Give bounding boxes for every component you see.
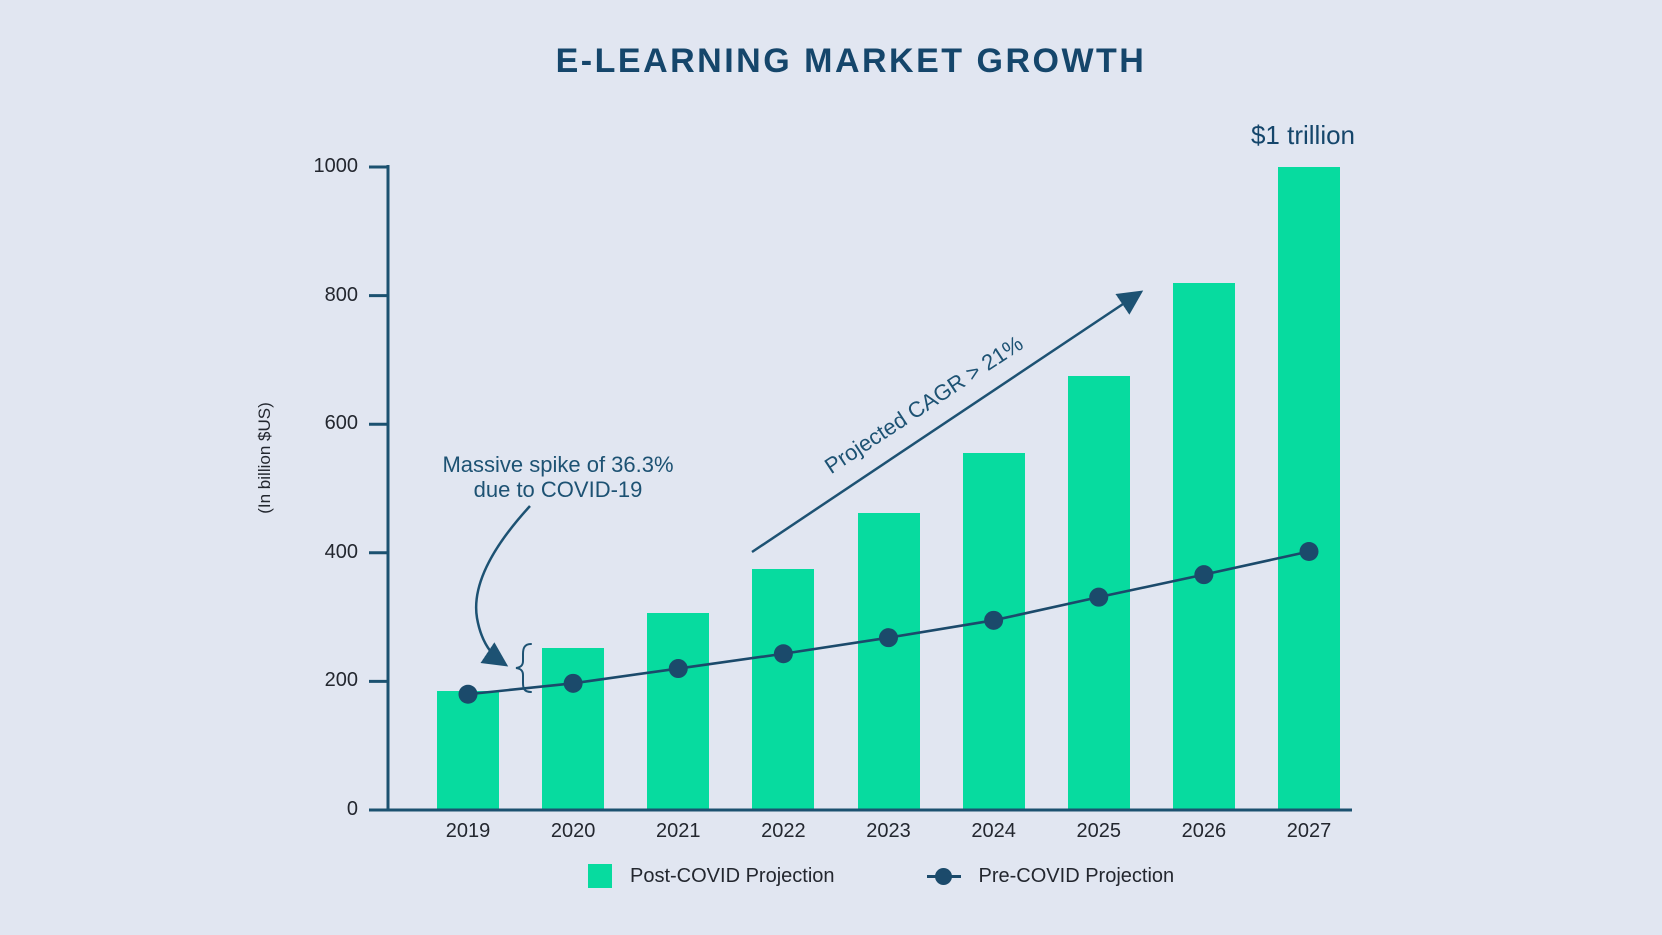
y-tick-label-1000: 1000 (313, 155, 359, 177)
x-tick-label-2027: 2027 (1286, 820, 1332, 842)
legend: Post-COVID Projection Pre-COVID Projecti… (588, 864, 1174, 888)
line-point-2027 (1299, 542, 1319, 562)
x-tick-label-2026: 2026 (1181, 820, 1227, 842)
pre-covid-line-series (458, 542, 1319, 704)
y-tick-label-0: 0 (346, 798, 358, 820)
spike-annotation-line1: Massive spike of 36.3% (442, 452, 674, 477)
trillion-value-label: $1 trillion (1250, 120, 1356, 150)
spike-annotation-line2: due to COVID-19 (473, 477, 643, 502)
spike-curved-arrow (474, 505, 531, 667)
pre-covid-projection-line (467, 550, 1310, 696)
x-tick-label-2020: 2020 (550, 820, 596, 842)
x-tick-label-2021: 2021 (656, 820, 701, 842)
bar-2019 (437, 691, 499, 810)
x-tick-label-2022: 2022 (761, 820, 806, 842)
bar-2021 (647, 613, 710, 810)
line-point-2023 (879, 628, 898, 648)
bar-2023 (857, 512, 920, 810)
legend-item-post-covid: Post-COVID Projection (588, 864, 835, 888)
line-point-2020 (563, 673, 583, 693)
line-point-2025 (1089, 587, 1109, 607)
line-point-2026 (1194, 565, 1214, 585)
post-covid-swatch-icon (588, 864, 612, 888)
bar-2024 (962, 453, 1025, 810)
spike-brace (515, 643, 532, 693)
y-tick-label-600: 600 (324, 412, 358, 435)
spike-annotation: Massive spike of 36.3% due to COVID-19 (388, 452, 728, 502)
cagr-arrow (751, 290, 1144, 554)
y-tick-marks (369, 165, 388, 812)
x-tick-label-2019: 2019 (445, 820, 491, 842)
y-tick-label-400: 400 (324, 540, 358, 563)
bar-2026 (1172, 282, 1235, 810)
pre-covid-line-dot-icon (926, 867, 961, 885)
line-point-2022 (773, 644, 793, 664)
x-tick-label-2024: 2024 (971, 820, 1016, 842)
legend-item-pre-covid: Pre-COVID Projection (926, 864, 1175, 888)
x-tick-label-2023: 2023 (866, 820, 911, 842)
line-point-2021 (668, 659, 688, 679)
y-tick-label-200: 200 (324, 669, 358, 692)
chart-title: E-LEARNING MARKET GROWTH (555, 42, 1147, 80)
bar-2022 (752, 568, 815, 810)
bar-2027 (1278, 167, 1340, 810)
x-tick-label-2025: 2025 (1076, 820, 1122, 842)
y-tick-label-800: 800 (324, 283, 358, 306)
legend-label-pre-covid: Pre-COVID Projection (978, 864, 1175, 887)
line-point-2019 (458, 684, 478, 704)
legend-label-post-covid: Post-COVID Projection (630, 864, 835, 887)
line-point-2024 (984, 610, 1004, 630)
